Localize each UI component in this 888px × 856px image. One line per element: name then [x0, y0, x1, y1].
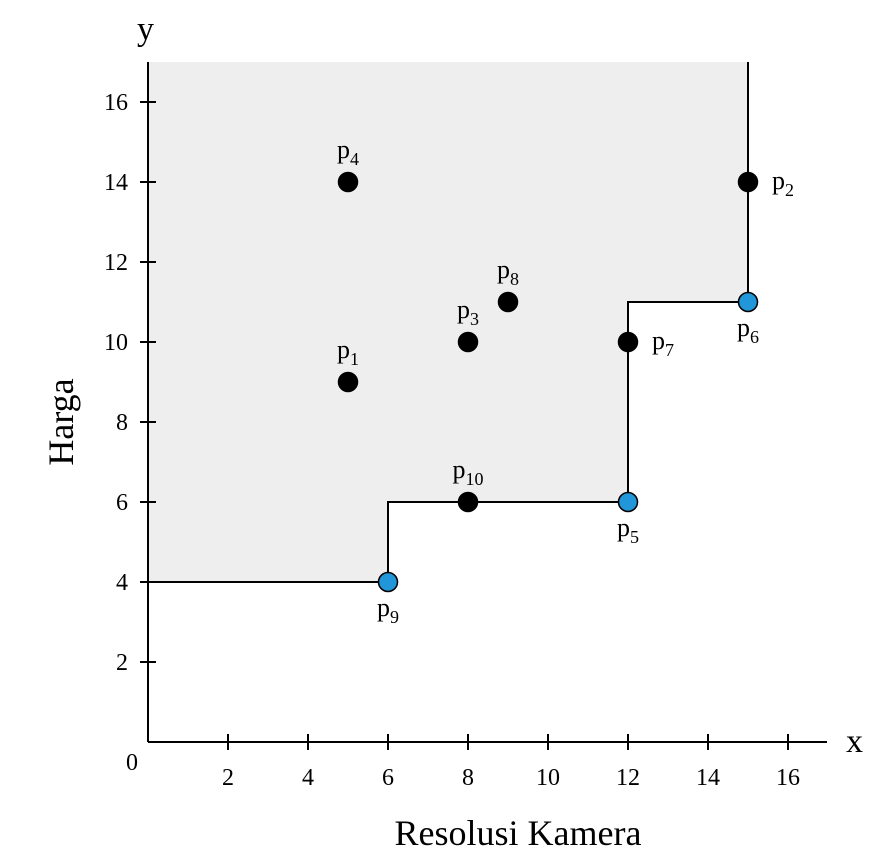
- point-label: p5: [617, 513, 639, 547]
- data-points: [337, 171, 759, 593]
- x-tick-label: 6: [382, 765, 394, 791]
- y-tick-label: 10: [104, 330, 128, 356]
- dominated-region: [148, 62, 748, 582]
- y-tick-label: 8: [116, 410, 128, 436]
- y-tick-label: 6: [116, 490, 128, 516]
- y-tick-label: 16: [104, 90, 128, 116]
- x-tick-label: 8: [462, 765, 474, 791]
- x-tick-label: 14: [696, 765, 720, 791]
- skyline-point: [737, 291, 759, 313]
- axes: [147, 62, 827, 743]
- x-tick-label: 4: [302, 765, 314, 791]
- skyline-point: [377, 571, 399, 593]
- x-tick-label: 2: [222, 765, 234, 791]
- dominated-point: [457, 331, 479, 353]
- y-tick-label: 12: [104, 250, 128, 276]
- y-tick-label: 14: [104, 170, 128, 196]
- point-label: p8: [497, 255, 519, 289]
- origin-label: 0: [126, 750, 138, 776]
- y-axis-title: Harga: [41, 378, 81, 465]
- dominated-point: [497, 291, 519, 313]
- dominated-point: [617, 331, 639, 353]
- skyline-point: [617, 491, 639, 513]
- x-tick-label: 16: [776, 765, 800, 791]
- y-tick-label: 2: [116, 650, 128, 676]
- point-label: p4: [337, 135, 359, 169]
- point-label: p9: [377, 593, 399, 627]
- x-axis-title: Resolusi Kamera: [395, 813, 642, 853]
- dominated-point: [737, 171, 759, 193]
- point-labels: p1 p2 p3 p4 p5 p6 p7 p8 p9 p10: [337, 135, 794, 627]
- point-label: p3: [457, 295, 479, 329]
- point-label: p2: [772, 166, 794, 200]
- x-tick-label: 10: [536, 765, 560, 791]
- dominated-point: [337, 171, 359, 193]
- x-axis-letter: x: [846, 723, 863, 760]
- y-axis-letter: y: [137, 11, 154, 48]
- point-label: p6: [737, 313, 759, 347]
- ticks: 2 4 6 8 10 12 14 16 2 4 6 8 10 12 14 16: [104, 90, 800, 791]
- dominated-point: [457, 491, 479, 513]
- point-label: p10: [453, 455, 484, 489]
- dominated-point: [337, 371, 359, 393]
- point-label: p7: [652, 326, 674, 360]
- y-tick-label: 4: [116, 570, 128, 596]
- point-label: p1: [337, 335, 359, 369]
- x-tick-label: 12: [616, 765, 640, 791]
